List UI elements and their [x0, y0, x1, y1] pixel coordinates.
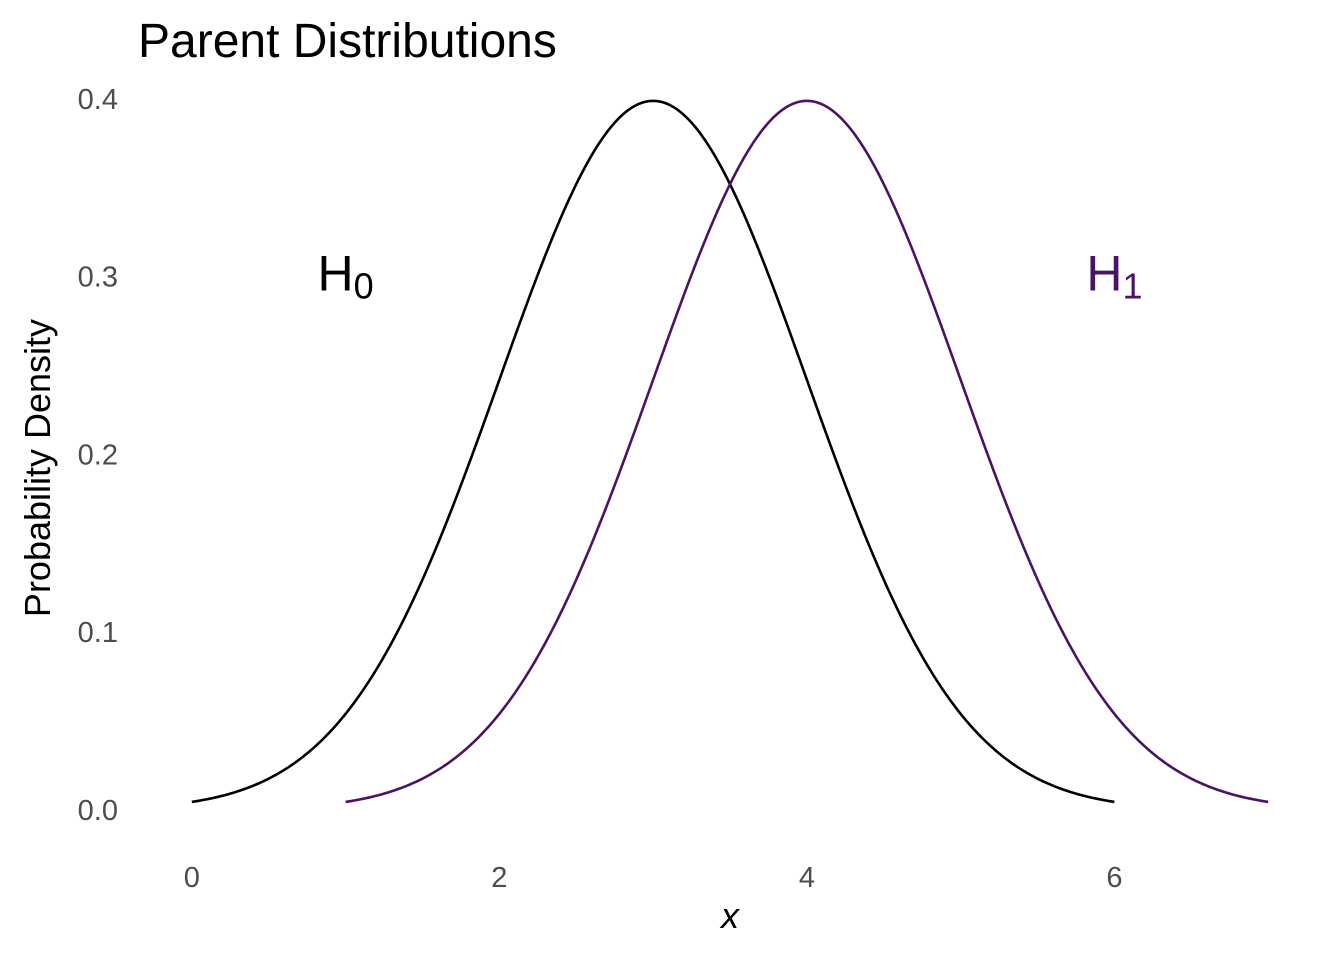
annotation-subscript: 1	[1122, 266, 1142, 307]
annotation-subscript: 0	[354, 266, 374, 307]
annotation-base: H	[1086, 246, 1122, 302]
x-axis-tick-labels: 0 2 4 6	[184, 862, 1123, 894]
annotation-h1: H1	[1086, 246, 1142, 307]
series-lines	[191, 99, 1269, 804]
annotation-base: H	[318, 246, 354, 302]
density-curve-0	[191, 99, 1115, 804]
x-tick-label: 4	[799, 862, 815, 894]
x-tick-label: 0	[184, 862, 200, 894]
x-tick-label: 6	[1106, 862, 1122, 894]
density-curve-1	[345, 99, 1269, 804]
x-axis-title: x	[719, 895, 741, 936]
y-axis-tick-labels: 0.0 0.1 0.2 0.3 0.4	[78, 84, 118, 827]
chart-title: Parent Distributions	[138, 15, 557, 68]
y-tick-label: 0.0	[78, 795, 118, 827]
series-annotations: H0 H1	[318, 246, 1143, 307]
x-tick-label: 2	[491, 862, 507, 894]
y-tick-label: 0.4	[78, 84, 118, 116]
y-axis-title: Probability Density	[17, 319, 58, 617]
y-tick-label: 0.1	[78, 617, 118, 649]
annotation-h0: H0	[318, 246, 374, 307]
y-tick-label: 0.2	[78, 439, 118, 471]
y-tick-label: 0.3	[78, 262, 118, 294]
